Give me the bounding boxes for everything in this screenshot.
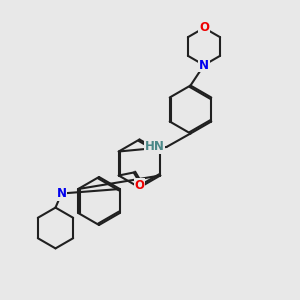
Text: HN: HN xyxy=(145,140,164,154)
Text: O: O xyxy=(134,178,144,192)
Text: O: O xyxy=(199,21,209,34)
Text: N: N xyxy=(56,187,67,200)
Text: N: N xyxy=(199,58,209,72)
